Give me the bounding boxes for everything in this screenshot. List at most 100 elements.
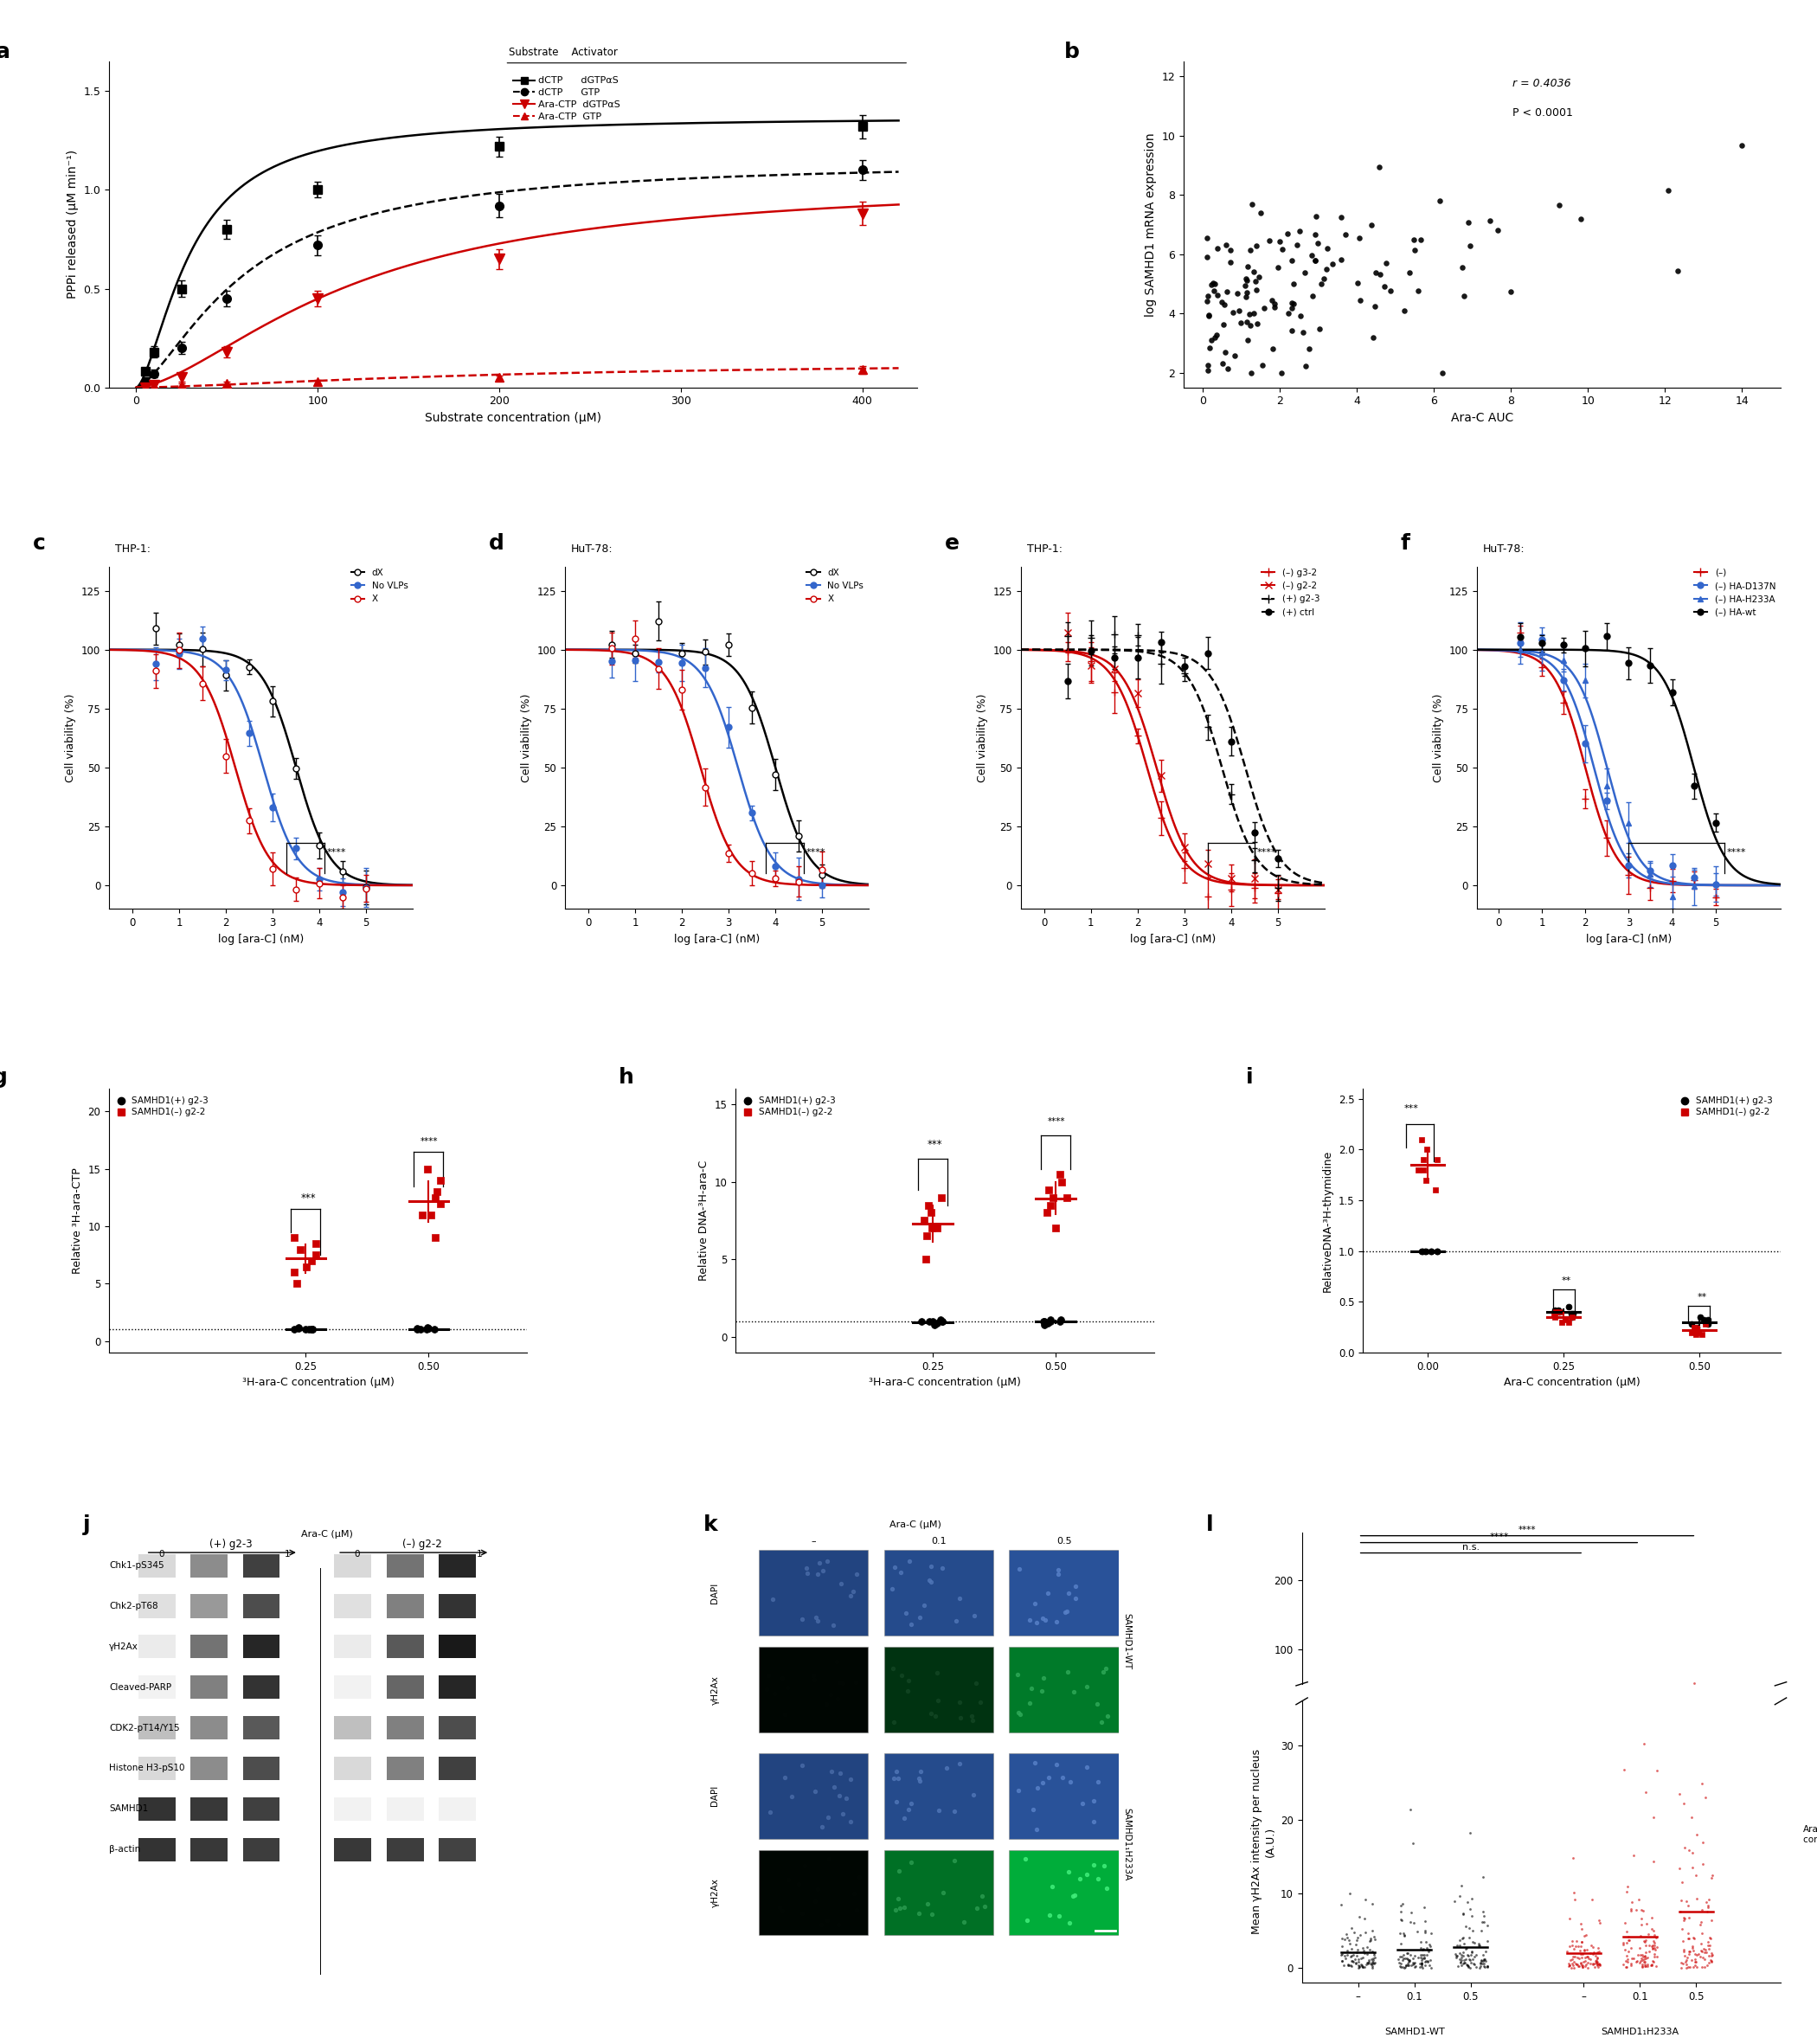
Point: [1673, 1938, 1703, 1970]
Point: [1555, 1703, 1584, 1735]
Point: [1566, 1701, 1595, 1733]
Point: [1470, 1942, 1499, 1975]
Point: [1355, 1944, 1385, 1977]
Point: [1445, 1930, 1474, 1962]
Point: [1617, 1895, 1646, 1927]
Point: [1541, 1300, 1570, 1333]
Point: [1448, 251, 1477, 284]
Point: [1012, 1903, 1041, 1936]
Point: [1337, 1701, 1366, 1733]
Point: [1613, 1936, 1643, 1968]
Point: [945, 1686, 974, 1719]
Point: [1653, 174, 1683, 206]
Point: [1639, 1801, 1668, 1833]
Point: [1457, 1699, 1486, 1731]
Point: [1239, 256, 1268, 288]
Point: [302, 1226, 331, 1259]
Point: [1612, 1876, 1641, 1909]
Point: [1697, 1701, 1726, 1733]
Point: [1686, 1934, 1715, 1966]
Point: [1468, 1701, 1497, 1733]
Text: ***: ***: [927, 1139, 943, 1151]
Point: [927, 1304, 956, 1337]
Point: [1628, 1703, 1657, 1735]
Legend: dCTP      dGTPαS, dCTP      GTP, Ara-CTP  dGTPαS, Ara-CTP  GTP: dCTP dGTPαS, dCTP GTP, Ara-CTP dGTPαS, A…: [509, 74, 625, 125]
Point: [1357, 1950, 1386, 1983]
Point: [959, 1778, 988, 1811]
Point: [1330, 1923, 1359, 1956]
Point: [1470, 1905, 1499, 1938]
Point: [1577, 1697, 1606, 1729]
Point: [1684, 1316, 1713, 1349]
Point: [1681, 1938, 1710, 1970]
Point: [1468, 1703, 1497, 1735]
Point: [1470, 1899, 1499, 1932]
Point: [1686, 1893, 1715, 1925]
Legend: (–) g3-2, (–) g2-2, (+) g2-3, (+) ctrl: (–) g3-2, (–) g2-2, (+) g2-3, (+) ctrl: [1257, 564, 1323, 619]
Bar: [883, 1754, 994, 1838]
Point: [1568, 1703, 1597, 1735]
Point: [1457, 1701, 1486, 1733]
Point: [1539, 1298, 1568, 1331]
Point: [1466, 1915, 1495, 1948]
Point: [1664, 1778, 1693, 1811]
Point: [1399, 1946, 1428, 1979]
Point: [1572, 1701, 1601, 1733]
Point: [1612, 1703, 1641, 1735]
Point: [1210, 335, 1239, 368]
Point: [1357, 1948, 1386, 1981]
Point: [1306, 268, 1335, 300]
Point: [1334, 1948, 1363, 1981]
Point: [1455, 229, 1484, 262]
Point: [1693, 1889, 1723, 1921]
Point: [910, 1204, 939, 1237]
Point: [1693, 1891, 1723, 1923]
Point: [1443, 1701, 1472, 1733]
Point: [1470, 1701, 1499, 1733]
Point: [1681, 1692, 1710, 1725]
Point: [1441, 1940, 1470, 1972]
Point: [1679, 1310, 1708, 1343]
Point: [825, 1666, 854, 1699]
Point: [1359, 1701, 1388, 1733]
Bar: [138, 1756, 176, 1780]
Point: [1610, 1907, 1639, 1940]
Bar: [1008, 1647, 1119, 1733]
Point: [1357, 1703, 1386, 1735]
Point: [1334, 1703, 1363, 1735]
Text: HuT-78:: HuT-78:: [1483, 544, 1524, 554]
Point: [1563, 1942, 1592, 1975]
Point: [1355, 1701, 1385, 1733]
Point: [1559, 1697, 1588, 1729]
Point: [1632, 1699, 1661, 1731]
Point: [1681, 1946, 1710, 1979]
Point: [1415, 1235, 1445, 1267]
X-axis label: log [ara-C] (nM): log [ara-C] (nM): [1130, 934, 1216, 944]
Point: [1343, 268, 1372, 300]
Point: [1286, 298, 1316, 331]
Point: [1459, 1701, 1488, 1733]
Point: [914, 1190, 943, 1222]
Bar: [191, 1594, 227, 1619]
Point: [1690, 1703, 1719, 1735]
Point: [836, 1805, 865, 1838]
Text: SAMHD1₁H233A: SAMHD1₁H233A: [1601, 2028, 1679, 2036]
Point: [1399, 1701, 1428, 1733]
Point: [1544, 1296, 1574, 1329]
Point: [829, 1797, 858, 1829]
Bar: [243, 1838, 280, 1862]
Point: [1693, 1701, 1723, 1733]
Point: [1395, 1793, 1425, 1825]
Point: [1466, 1944, 1495, 1977]
Point: [1692, 1674, 1721, 1707]
Point: [883, 1883, 912, 1915]
Point: [1406, 1699, 1435, 1731]
Point: [1359, 1699, 1388, 1731]
Point: [1457, 1936, 1486, 1968]
Point: [1457, 1699, 1486, 1731]
Point: [1030, 1605, 1059, 1637]
Point: [1566, 1907, 1595, 1940]
Point: [1579, 1701, 1608, 1733]
Point: [296, 1245, 325, 1278]
Text: SAMHD1: SAMHD1: [109, 1805, 149, 1813]
